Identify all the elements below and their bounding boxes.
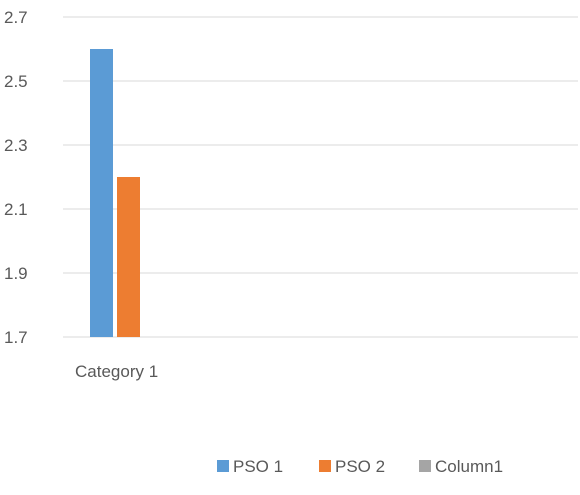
y-tick-label: 1.7 [4, 328, 28, 347]
gridlines [63, 16, 578, 338]
legend-swatch [319, 460, 331, 472]
bars [90, 49, 140, 337]
legend-label: PSO 2 [335, 457, 385, 476]
x-category-label: Category 1 [75, 362, 158, 381]
y-axis-tick-labels: 1.7 1.9 2.1 2.3 2.5 2.7 [4, 8, 28, 347]
y-tick-label: 2.3 [4, 136, 28, 155]
bar-pso-1 [90, 49, 113, 337]
legend-label: Column1 [435, 457, 503, 476]
legend: PSO 1 PSO 2 Column1 [217, 457, 503, 476]
legend-label: PSO 1 [233, 457, 283, 476]
bar-pso-2 [117, 177, 140, 337]
y-tick-label: 2.5 [4, 72, 28, 91]
y-tick-label: 2.1 [4, 200, 28, 219]
x-axis-category-labels: Category 1 [75, 362, 158, 381]
y-tick-label: 2.7 [4, 8, 28, 27]
y-tick-label: 1.9 [4, 264, 28, 283]
legend-swatch [419, 460, 431, 472]
legend-swatch [217, 460, 229, 472]
